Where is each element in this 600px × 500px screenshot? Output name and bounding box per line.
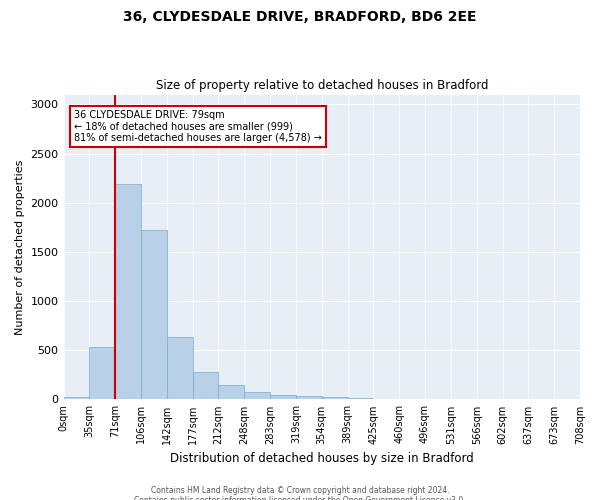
Text: Contains HM Land Registry data © Crown copyright and database right 2024.: Contains HM Land Registry data © Crown c… (151, 486, 449, 495)
Bar (115, 184, 141, 400)
Bar (270, 394, 296, 400)
Bar (89, 348, 115, 400)
Bar (347, 398, 373, 400)
Bar (218, 384, 244, 400)
Bar (322, 398, 347, 400)
Text: Contains public sector information licensed under the Open Government Licence v3: Contains public sector information licen… (134, 496, 466, 500)
Bar (193, 372, 218, 400)
X-axis label: Distribution of detached houses by size in Bradford: Distribution of detached houses by size … (170, 452, 473, 465)
Bar (141, 230, 167, 400)
Bar (167, 338, 193, 400)
Title: Size of property relative to detached houses in Bradford: Size of property relative to detached ho… (155, 79, 488, 92)
Text: 36, CLYDESDALE DRIVE, BRADFORD, BD6 2EE: 36, CLYDESDALE DRIVE, BRADFORD, BD6 2EE (123, 10, 477, 24)
Text: 36 CLYDESDALE DRIVE: 79sqm
← 18% of detached houses are smaller (999)
81% of sem: 36 CLYDESDALE DRIVE: 79sqm ← 18% of deta… (74, 110, 322, 143)
Bar (244, 392, 270, 400)
Bar (296, 396, 322, 400)
Bar (64, 398, 89, 400)
Y-axis label: Number of detached properties: Number of detached properties (15, 160, 25, 334)
